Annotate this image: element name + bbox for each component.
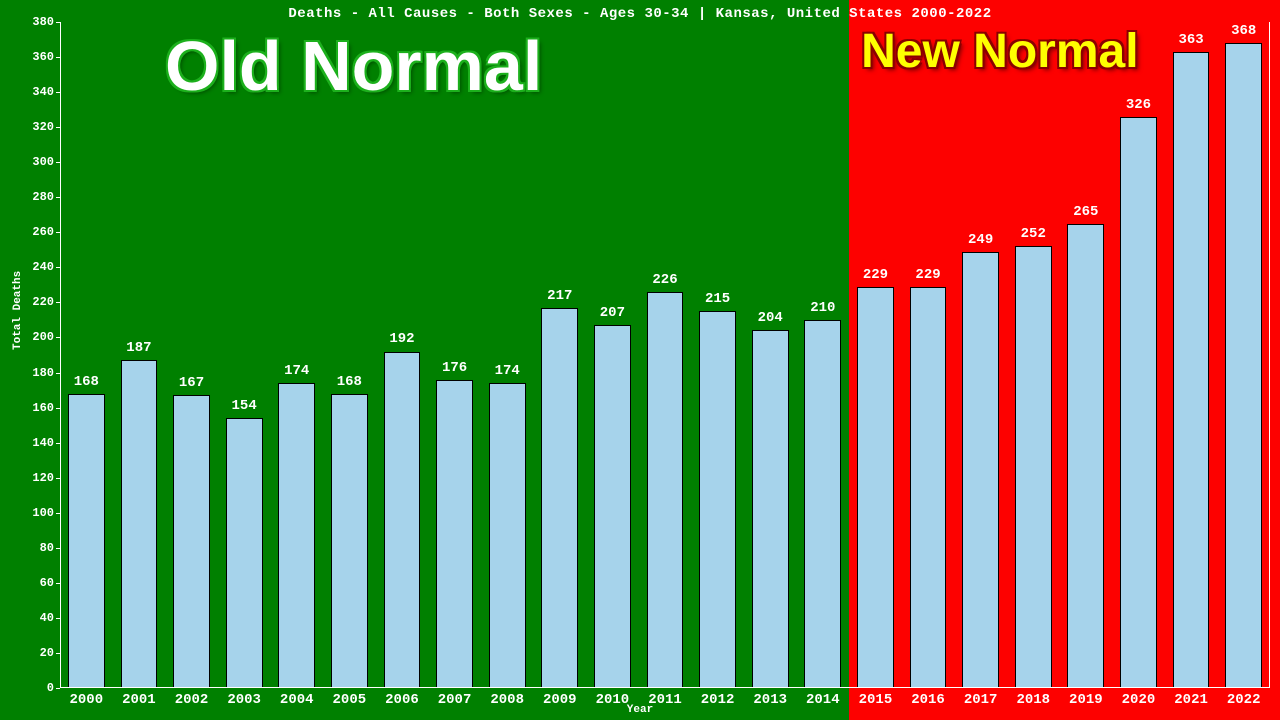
y-tick-label: 340 — [24, 85, 54, 99]
bar-value-label: 363 — [1161, 32, 1221, 48]
bar-value-label: 176 — [425, 360, 485, 376]
y-tick-mark — [56, 583, 60, 584]
y-axis-line-right — [1269, 22, 1270, 688]
y-tick-mark — [56, 127, 60, 128]
bar — [489, 383, 526, 688]
bar — [910, 287, 947, 688]
y-tick-mark — [56, 267, 60, 268]
bar — [173, 395, 210, 688]
y-tick-mark — [56, 478, 60, 479]
bar — [857, 287, 894, 688]
bar — [541, 308, 578, 688]
y-tick-mark — [56, 92, 60, 93]
bar — [1225, 43, 1262, 688]
bar-value-label: 217 — [530, 288, 590, 304]
bar — [226, 418, 263, 688]
bar-value-label: 187 — [109, 340, 169, 356]
y-tick-mark — [56, 653, 60, 654]
y-tick-label: 40 — [24, 611, 54, 625]
bar-value-label: 215 — [688, 291, 748, 307]
bar — [68, 394, 105, 688]
bar-value-label: 229 — [898, 267, 958, 283]
y-tick-label: 140 — [24, 436, 54, 450]
y-tick-mark — [56, 232, 60, 233]
bar — [752, 330, 789, 688]
y-axis-label: Total Deaths — [12, 271, 24, 350]
y-tick-mark — [56, 548, 60, 549]
y-tick-mark — [56, 513, 60, 514]
bars-layer — [60, 22, 1270, 688]
bar-value-label: 210 — [793, 300, 853, 316]
bar — [436, 380, 473, 688]
y-tick-label: 0 — [24, 681, 54, 695]
bar — [1120, 117, 1157, 688]
y-tick-label: 360 — [24, 50, 54, 64]
bar-value-label: 252 — [1003, 226, 1063, 242]
bar-value-label: 249 — [951, 232, 1011, 248]
bar-value-label: 174 — [477, 363, 537, 379]
chart-title: Deaths - All Causes - Both Sexes - Ages … — [0, 6, 1280, 22]
y-tick-mark — [56, 408, 60, 409]
x-axis-label: Year — [0, 704, 1280, 716]
bar — [1015, 246, 1052, 688]
y-tick-label: 60 — [24, 576, 54, 590]
bar-value-label: 192 — [372, 331, 432, 347]
bar — [121, 360, 158, 688]
bar — [962, 252, 999, 688]
bar-value-label: 226 — [635, 272, 695, 288]
bar-value-label: 168 — [56, 374, 116, 390]
y-tick-mark — [56, 337, 60, 338]
bar — [647, 292, 684, 688]
y-tick-label: 260 — [24, 225, 54, 239]
bar-value-label: 154 — [214, 398, 274, 414]
y-tick-label: 240 — [24, 260, 54, 274]
y-tick-mark — [56, 57, 60, 58]
bar-value-label: 326 — [1108, 97, 1168, 113]
bar-value-label: 368 — [1214, 23, 1274, 39]
bar-value-label: 265 — [1056, 204, 1116, 220]
bar-value-label: 174 — [267, 363, 327, 379]
y-tick-label: 80 — [24, 541, 54, 555]
bar — [1067, 224, 1104, 688]
bar — [804, 320, 841, 688]
y-tick-label: 280 — [24, 190, 54, 204]
y-tick-label: 220 — [24, 295, 54, 309]
y-tick-label: 380 — [24, 15, 54, 29]
plot-area — [60, 22, 1270, 688]
y-tick-label: 120 — [24, 471, 54, 485]
y-tick-label: 160 — [24, 401, 54, 415]
y-axis-line — [60, 22, 61, 688]
y-tick-mark — [56, 302, 60, 303]
bar-value-label: 229 — [845, 267, 905, 283]
bar-value-label: 207 — [582, 305, 642, 321]
y-tick-mark — [56, 197, 60, 198]
y-tick-label: 180 — [24, 366, 54, 380]
bar — [699, 311, 736, 688]
bar-value-label: 204 — [740, 310, 800, 326]
y-tick-mark — [56, 618, 60, 619]
bar-value-label: 167 — [162, 375, 222, 391]
bar — [331, 394, 368, 688]
bar — [278, 383, 315, 688]
y-tick-label: 300 — [24, 155, 54, 169]
y-tick-mark — [56, 22, 60, 23]
x-axis-line — [60, 687, 1270, 688]
y-tick-mark — [56, 162, 60, 163]
y-tick-label: 20 — [24, 646, 54, 660]
y-tick-label: 320 — [24, 120, 54, 134]
bar — [384, 352, 421, 689]
bar — [1173, 52, 1210, 688]
y-tick-mark — [56, 688, 60, 689]
bar-value-label: 168 — [319, 374, 379, 390]
y-tick-label: 100 — [24, 506, 54, 520]
y-tick-label: 200 — [24, 330, 54, 344]
y-tick-mark — [56, 443, 60, 444]
bar — [594, 325, 631, 688]
